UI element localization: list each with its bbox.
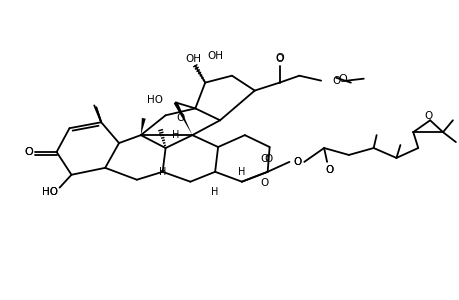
Text: O: O (260, 154, 268, 164)
Text: O: O (275, 54, 283, 64)
Text: O: O (264, 154, 272, 164)
Text: O: O (24, 147, 33, 157)
Text: HO: HO (42, 187, 57, 196)
Text: O: O (176, 113, 184, 123)
Text: HO: HO (146, 95, 162, 106)
Text: O: O (260, 178, 268, 188)
Text: O: O (292, 157, 301, 167)
Text: O: O (338, 74, 347, 84)
Text: O: O (24, 147, 33, 157)
Text: H: H (159, 167, 166, 177)
Text: O: O (324, 165, 332, 175)
Text: O: O (423, 111, 431, 121)
Text: H: H (172, 130, 179, 140)
Text: H: H (211, 187, 218, 196)
Text: OH: OH (207, 51, 223, 61)
Text: OH: OH (185, 54, 201, 64)
Text: O: O (292, 157, 301, 167)
Text: HO: HO (42, 187, 57, 196)
Text: O: O (274, 53, 283, 63)
Text: H: H (238, 167, 245, 177)
Text: O: O (331, 76, 339, 85)
Text: O: O (324, 165, 332, 175)
Polygon shape (174, 101, 192, 135)
Polygon shape (140, 118, 146, 135)
